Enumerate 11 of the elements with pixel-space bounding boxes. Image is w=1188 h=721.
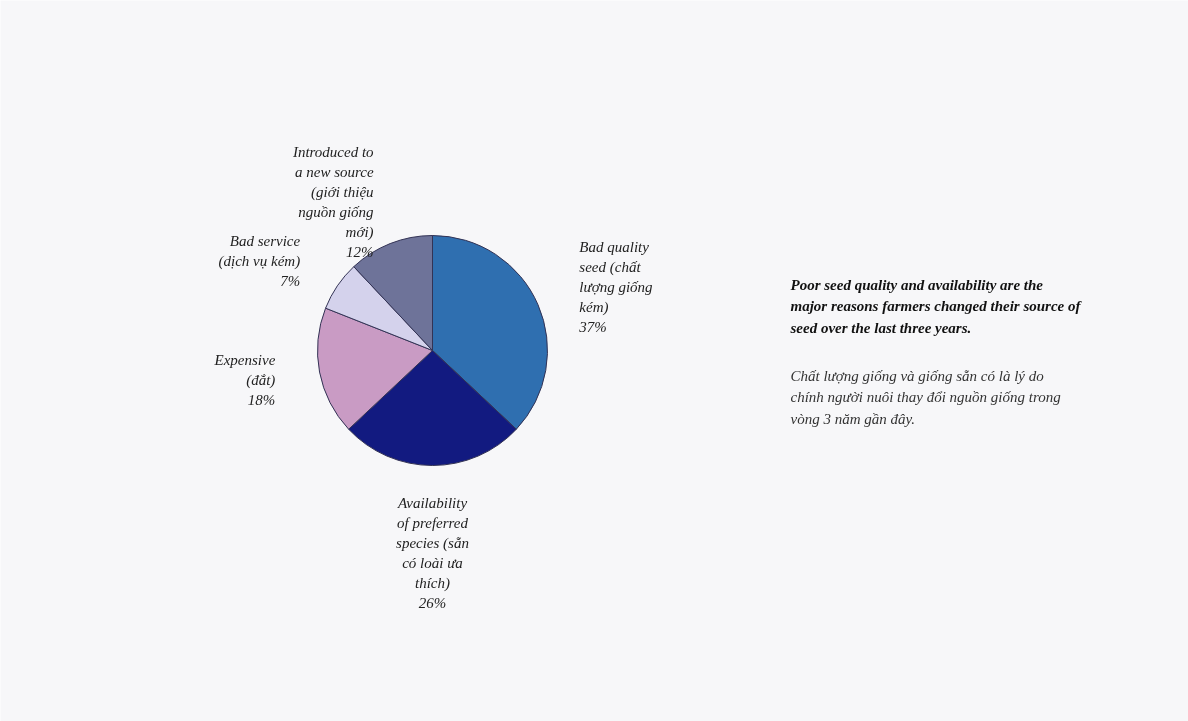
slice-label: Bad quality seed (chất lượng giống kém) <box>579 238 654 316</box>
slice-label: Availability of preferred species (sẵn có loài ưa thích) <box>396 494 469 592</box>
data-label: 26% <box>418 594 447 611</box>
text: Poor seed quality and availability are the major reasons farmers changed their source of seed over the last three years. <box>789 276 1083 336</box>
slice-label: Expensive (đắt) <box>213 352 276 390</box>
text: Chất lượng giống và giống sẵn có là lý do chính người nuôi thay đổi nguồn giống trong vòng 3 năm gần đây. <box>790 367 1062 427</box>
data-label: 18% <box>247 392 276 409</box>
slice-label: Bad service (dịch vụ kém) <box>218 232 301 270</box>
data-label: 37% <box>578 318 607 335</box>
data-label: 7% <box>280 272 301 289</box>
data-label: 12% <box>346 243 374 260</box>
